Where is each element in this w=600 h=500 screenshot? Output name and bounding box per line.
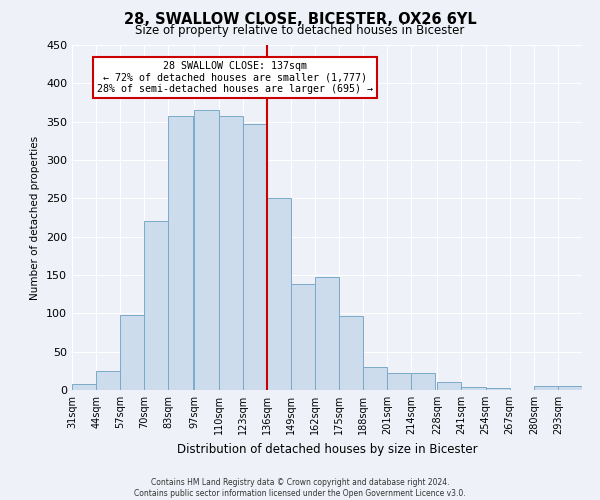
Bar — [558, 386, 582, 390]
Bar — [96, 371, 120, 390]
Text: 28 SWALLOW CLOSE: 137sqm
← 72% of detached houses are smaller (1,777)
28% of sem: 28 SWALLOW CLOSE: 137sqm ← 72% of detach… — [97, 60, 373, 94]
X-axis label: Distribution of detached houses by size in Bicester: Distribution of detached houses by size … — [176, 442, 478, 456]
Bar — [387, 373, 412, 390]
Bar — [339, 316, 363, 390]
Text: Size of property relative to detached houses in Bicester: Size of property relative to detached ho… — [136, 24, 464, 37]
Bar — [485, 388, 509, 390]
Bar — [194, 110, 218, 390]
Bar — [120, 315, 145, 390]
Bar — [315, 276, 339, 390]
Bar — [412, 373, 436, 390]
Bar — [461, 387, 485, 390]
Y-axis label: Number of detached properties: Number of detached properties — [31, 136, 40, 300]
Text: Contains HM Land Registry data © Crown copyright and database right 2024.
Contai: Contains HM Land Registry data © Crown c… — [134, 478, 466, 498]
Text: 28, SWALLOW CLOSE, BICESTER, OX26 6YL: 28, SWALLOW CLOSE, BICESTER, OX26 6YL — [124, 12, 476, 28]
Bar — [267, 198, 291, 390]
Bar — [218, 116, 242, 390]
Bar — [291, 284, 315, 390]
Bar — [169, 116, 193, 390]
Bar — [534, 386, 558, 390]
Bar — [242, 124, 267, 390]
Bar — [437, 382, 461, 390]
Bar — [72, 384, 96, 390]
Bar — [363, 367, 387, 390]
Bar — [145, 222, 169, 390]
